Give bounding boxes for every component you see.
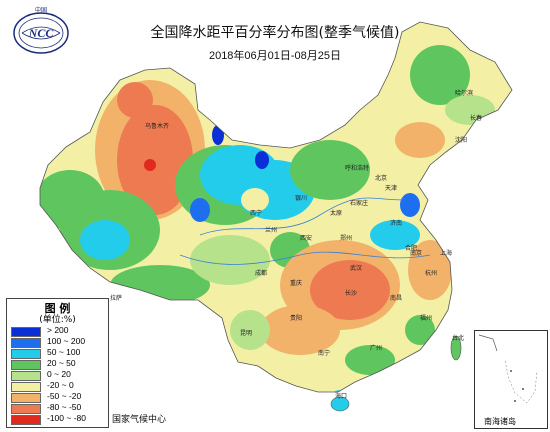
city-label: 杭州 bbox=[425, 269, 437, 277]
legend-label: 50 ~ 100 bbox=[47, 347, 81, 357]
city-label: 合肥 bbox=[405, 244, 417, 252]
city-label: 乌鲁木齐 bbox=[145, 122, 169, 130]
city-label: 西宁 bbox=[250, 209, 262, 217]
legend-item: 0 ~ 20 bbox=[11, 369, 107, 381]
city-label: 南宁 bbox=[318, 349, 330, 357]
legend-item: 50 ~ 100 bbox=[11, 347, 107, 359]
legend-item: -20 ~ 0 bbox=[11, 380, 107, 392]
city-label: 成都 bbox=[255, 269, 267, 277]
city-label: 上海 bbox=[440, 249, 452, 257]
taiwan-island bbox=[450, 335, 462, 361]
city-label: 郑州 bbox=[340, 234, 352, 242]
city-label: 北京 bbox=[375, 174, 387, 182]
river-yangtze bbox=[179, 251, 431, 265]
river-yellow bbox=[199, 197, 406, 236]
city-label: 南昌 bbox=[390, 294, 402, 302]
city-label: 长春 bbox=[470, 114, 482, 122]
city-label: 西安 bbox=[300, 234, 312, 242]
legend-swatch bbox=[11, 349, 41, 359]
city-label: 台北 bbox=[452, 334, 464, 342]
city-label: 南京 bbox=[410, 249, 422, 257]
legend-label: -20 ~ 0 bbox=[47, 380, 74, 390]
legend-swatch bbox=[11, 393, 41, 403]
legend-swatch bbox=[11, 371, 41, 381]
legend: 图 例 (单位:%) > 200 100 ~ 200 50 ~ 100 20 ~ 50… bbox=[6, 298, 109, 428]
legend-label: 100 ~ 200 bbox=[47, 336, 86, 346]
inset-label: 南海诸岛 bbox=[484, 417, 516, 426]
city-label: 济南 bbox=[390, 219, 402, 227]
legend-label: -80 ~ -50 bbox=[47, 402, 82, 412]
legend-swatch bbox=[11, 360, 41, 370]
city-label: 海口 bbox=[335, 392, 347, 400]
legend-item: -100 ~ -80 bbox=[11, 413, 107, 425]
legend-item: -80 ~ -50 bbox=[11, 402, 107, 414]
city-label: 武汉 bbox=[350, 264, 362, 272]
map-title: 全国降水距平百分率分布图(整季气候值) bbox=[150, 25, 400, 41]
legend-swatch bbox=[11, 404, 41, 414]
legend-label: 0 ~ 20 bbox=[47, 369, 71, 379]
legend-item: -50 ~ -20 bbox=[11, 391, 107, 403]
city-label: 长沙 bbox=[345, 289, 357, 297]
legend-swatch bbox=[11, 415, 41, 425]
source-label: 国家气候中心 bbox=[112, 415, 167, 425]
legend-label: > 200 bbox=[47, 325, 69, 335]
city-label: 沈阳 bbox=[455, 136, 467, 144]
city-label: 天津 bbox=[385, 185, 397, 192]
city-label: 石家庄 bbox=[350, 199, 368, 207]
city-label: 拉萨 bbox=[110, 294, 122, 302]
date-range: 2018年06月01日-08月25日 bbox=[208, 50, 342, 62]
south-china-sea-inset bbox=[474, 330, 548, 429]
city-label: 太原 bbox=[330, 209, 342, 217]
city-label: 昆明 bbox=[240, 330, 252, 337]
legend-item: 20 ~ 50 bbox=[11, 358, 107, 370]
legend-item: 100 ~ 200 bbox=[11, 336, 107, 348]
logo-text: NCC bbox=[28, 26, 55, 40]
legend-label: 20 ~ 50 bbox=[47, 358, 76, 368]
legend-label: -50 ~ -20 bbox=[47, 391, 82, 401]
city-label: 福州 bbox=[420, 314, 432, 322]
city-label: 广州 bbox=[370, 344, 382, 352]
city-label: 银川 bbox=[295, 194, 307, 202]
city-label: 哈尔滨 bbox=[455, 89, 473, 97]
legend-unit: (单位:%) bbox=[39, 315, 76, 325]
city-label: 贵阳 bbox=[290, 314, 302, 322]
legend-swatch bbox=[11, 382, 41, 392]
legend-swatch bbox=[11, 338, 41, 348]
legend-item: > 200 bbox=[11, 325, 107, 337]
city-label: 呼和浩特 bbox=[345, 164, 369, 172]
hainan-island bbox=[330, 396, 350, 412]
ncc-logo: NCC 中国 bbox=[13, 6, 69, 54]
legend-label: -100 ~ -80 bbox=[47, 413, 86, 423]
city-label: 重庆 bbox=[290, 279, 302, 287]
legend-title: 图 例 bbox=[44, 302, 71, 315]
logo-top-text: 中国 bbox=[35, 6, 47, 14]
city-label: 兰州 bbox=[265, 226, 277, 234]
legend-swatch bbox=[11, 327, 41, 337]
